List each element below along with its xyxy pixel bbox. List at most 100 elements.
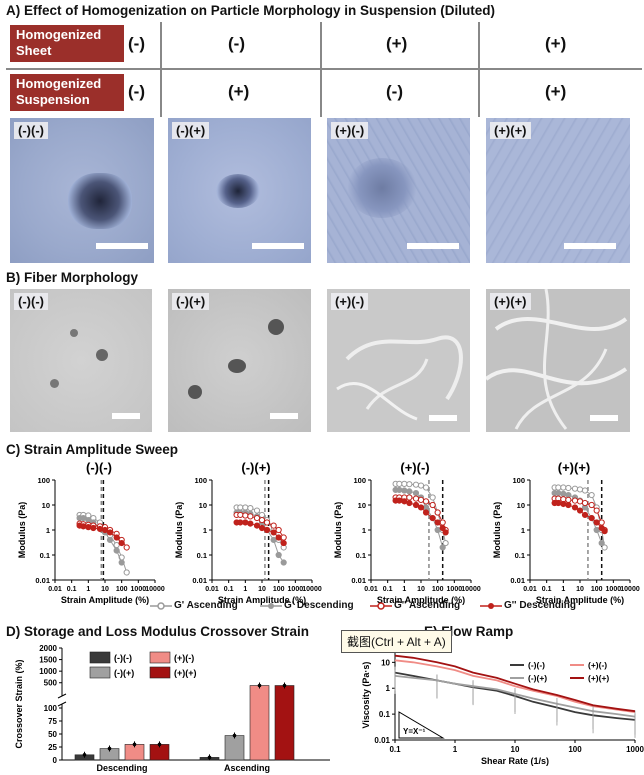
x-tick-label: 0.01 bbox=[523, 586, 537, 593]
micrograph-a-2: (-)(+) bbox=[168, 118, 311, 263]
data-point bbox=[439, 524, 446, 532]
legend-label: G' Ascending bbox=[174, 600, 238, 611]
y-tick-label: 0.1 bbox=[40, 551, 50, 560]
data-point bbox=[80, 514, 87, 522]
data-point bbox=[571, 504, 579, 511]
data-point bbox=[412, 489, 420, 497]
micrograph-a-3: (+)(-) bbox=[327, 118, 470, 263]
data-point bbox=[237, 504, 244, 511]
x-tick-label: 0.01 bbox=[48, 586, 62, 593]
y-axis-label: Modulus (Pa) bbox=[333, 502, 343, 559]
data-point bbox=[157, 742, 162, 747]
data-point bbox=[417, 504, 425, 511]
data-point bbox=[560, 500, 567, 508]
data-point bbox=[406, 488, 413, 495]
data-point bbox=[258, 511, 266, 519]
data-point bbox=[90, 524, 97, 532]
data-point bbox=[593, 507, 600, 514]
data-point bbox=[247, 520, 254, 527]
x-tick-label: 1000 bbox=[131, 586, 147, 593]
data-point bbox=[571, 497, 579, 504]
data-point bbox=[422, 498, 430, 505]
x-tick-label: 0.1 bbox=[389, 745, 401, 754]
data-point bbox=[560, 490, 567, 497]
data-point bbox=[565, 501, 572, 509]
fiber-strands bbox=[336, 335, 463, 421]
data-point bbox=[101, 526, 109, 534]
crossover-bar-chart: 2000 1500 1000 500 100 75 50 25 0 Crossover Strai… bbox=[14, 644, 330, 773]
micrograph-a-1: (-)(-) bbox=[10, 118, 154, 263]
data-point bbox=[581, 499, 589, 507]
y-tick-label: 100 bbox=[44, 704, 58, 713]
scale-bar bbox=[96, 243, 148, 249]
x-tick-label: 100 bbox=[432, 586, 444, 593]
y-tick-label: 0.01 bbox=[374, 736, 390, 745]
row2-sign-1: (-) bbox=[128, 82, 145, 101]
y-tick-label: 100 bbox=[353, 476, 366, 485]
panel-a-title: A) Effect of Homogenization on Particle … bbox=[6, 3, 495, 18]
axis-break bbox=[57, 693, 67, 699]
data-point bbox=[275, 534, 282, 541]
data-point bbox=[396, 497, 403, 504]
data-point bbox=[412, 481, 420, 488]
row1-label: Homogenized Sheet bbox=[10, 25, 124, 62]
data-point bbox=[237, 511, 244, 519]
scale-bar bbox=[429, 415, 457, 421]
data-point bbox=[434, 509, 441, 516]
x-tick-label: 10000 bbox=[302, 586, 322, 593]
data-point bbox=[412, 495, 420, 502]
axis-break bbox=[57, 701, 67, 707]
legend-label: (-)(+) bbox=[114, 668, 134, 678]
legend-swatch bbox=[149, 666, 171, 679]
data-point bbox=[270, 536, 277, 544]
subplot-title: (-)(+) bbox=[241, 460, 270, 475]
legend-label: (+)(+) bbox=[174, 668, 197, 678]
row1-sign-3: (+) bbox=[386, 34, 408, 53]
data-point bbox=[253, 522, 261, 529]
x-tick-label: 10000 bbox=[461, 586, 481, 593]
data-point bbox=[429, 514, 436, 522]
legend-label: (+)(-) bbox=[174, 653, 194, 663]
data-point bbox=[270, 529, 277, 536]
y-tick-label: 25 bbox=[48, 743, 57, 752]
y-tick-label: 75 bbox=[48, 717, 57, 726]
subplot-title: (-)(-) bbox=[86, 460, 112, 475]
micrograph-tag: (+)(-) bbox=[331, 122, 369, 139]
data-point bbox=[232, 733, 237, 738]
y-tick-label: 10 bbox=[517, 501, 525, 510]
x-axis-label: Shear Rate (1/s) bbox=[481, 756, 549, 766]
y-tick-label: 1 bbox=[521, 526, 525, 535]
y-tick-label: 500 bbox=[44, 679, 58, 688]
data-point bbox=[555, 489, 562, 497]
y-tick-label: 1 bbox=[362, 526, 366, 535]
y-tick-label: 1 bbox=[46, 526, 50, 535]
data-point bbox=[422, 484, 430, 491]
data-point bbox=[282, 683, 287, 688]
data-point bbox=[560, 484, 567, 491]
micrograph-b-1: (-)(-) bbox=[10, 289, 152, 432]
data-point bbox=[118, 539, 125, 547]
x-tick-label: 1 bbox=[243, 586, 247, 593]
data-point bbox=[280, 534, 287, 541]
x-tick-label: 10000 bbox=[620, 586, 640, 593]
y-tick-label: 0.1 bbox=[515, 551, 525, 560]
data-point bbox=[565, 496, 572, 503]
data-point bbox=[242, 519, 249, 526]
panel-c-title: C) Strain Amplitude Sweep bbox=[6, 442, 179, 457]
data-point bbox=[132, 742, 137, 747]
grid-divider bbox=[160, 22, 162, 117]
data-point bbox=[406, 499, 413, 507]
y-axis-label: Modulus (Pa) bbox=[17, 502, 27, 559]
data-point bbox=[593, 526, 600, 534]
data-point bbox=[588, 514, 595, 522]
legend-g-dprime-descending bbox=[480, 600, 502, 615]
y-axis-label: Modulus (Pa) bbox=[492, 502, 502, 559]
slope-annotation: Y=X⁻¹ bbox=[403, 727, 426, 736]
y-tick-label: 2000 bbox=[39, 644, 57, 653]
data-point bbox=[237, 519, 244, 526]
legend-label: (-)(+) bbox=[528, 673, 547, 683]
